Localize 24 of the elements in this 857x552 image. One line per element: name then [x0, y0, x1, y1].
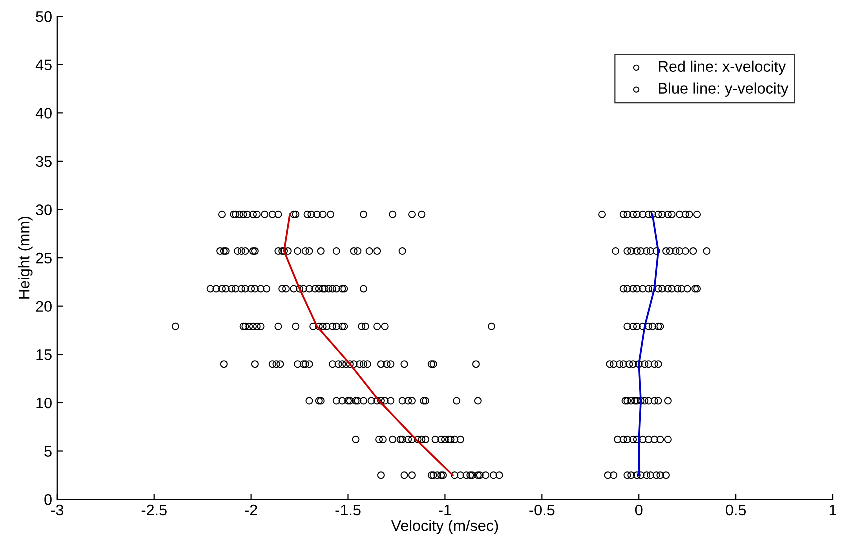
x-tick-label: -1 — [439, 504, 452, 516]
y-tick-label: 30 — [36, 204, 52, 216]
y-tick-label: 0 — [44, 494, 52, 506]
legend-label: Red line: x-velocity — [659, 60, 786, 76]
x-axis-title: Velocity (m/sec) — [391, 520, 498, 534]
y-tick-label: 45 — [36, 60, 52, 71]
y-tick-label: 10 — [36, 398, 52, 409]
x-tick-label: -1.5 — [336, 504, 361, 516]
y-tick-label: 40 — [36, 108, 52, 119]
x-tick-label: -3 — [51, 504, 64, 516]
y-tick-label: 20 — [36, 301, 52, 312]
x-tick-label: -2 — [245, 504, 258, 516]
x-tick-label: 0 — [635, 504, 643, 516]
y-tick-label: 35 — [36, 156, 52, 168]
y-tick-label: 50 — [36, 11, 52, 22]
x-tick-label: 1 — [830, 504, 837, 516]
y-tick-label: 15 — [36, 350, 52, 360]
x-tick-label: 0.5 — [726, 504, 746, 516]
x-tick-label: -2.5 — [142, 504, 167, 516]
x-tick-label: -0.5 — [530, 504, 555, 516]
y-tick-label: 5 — [44, 446, 52, 457]
y-tick-label: 25 — [36, 252, 52, 264]
y-axis-title: Height (mm) — [18, 216, 33, 299]
legend-label: Blue line: y-velocity — [659, 82, 789, 97]
